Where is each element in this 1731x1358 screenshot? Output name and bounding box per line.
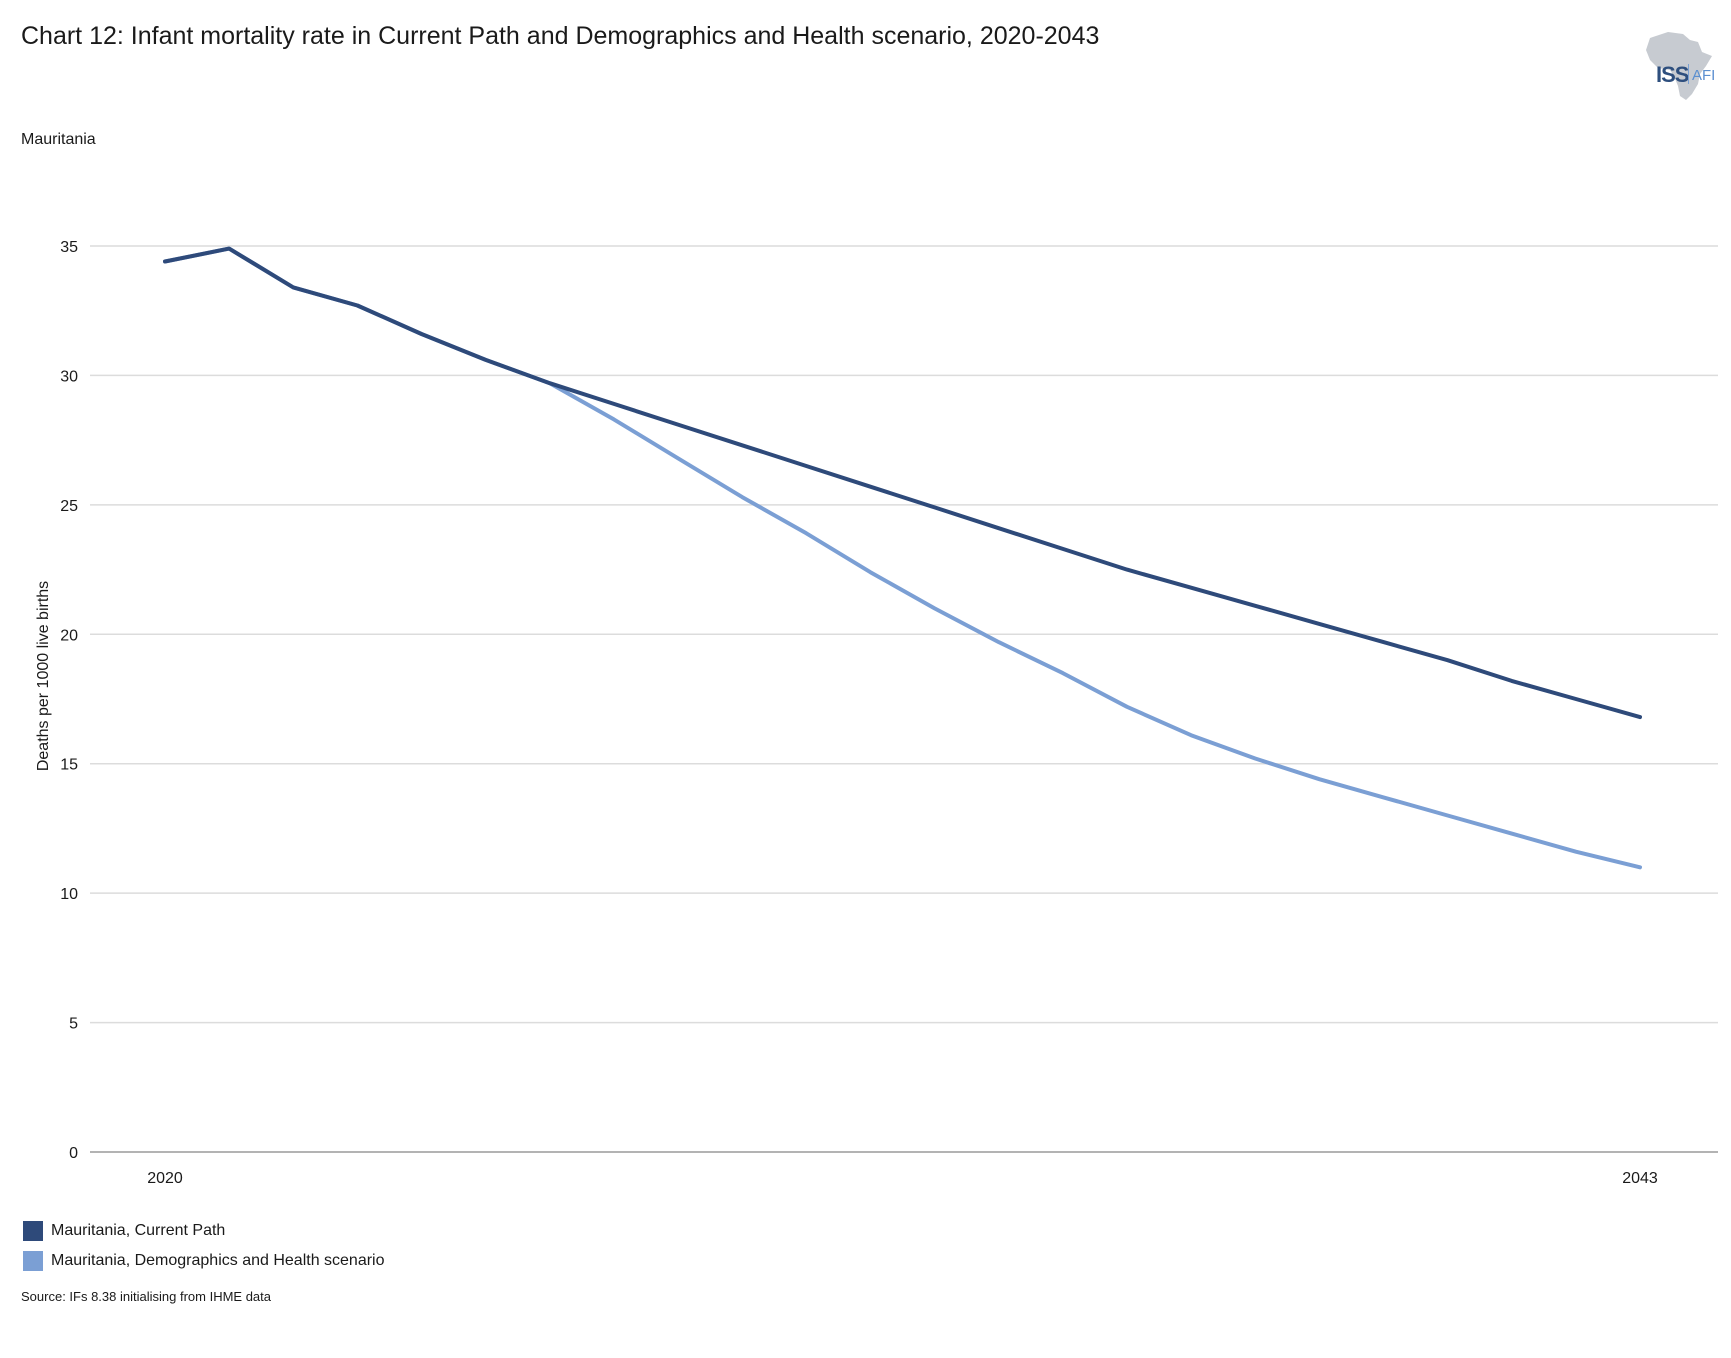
y-axis-label: Deaths per 1000 live births (35, 581, 52, 771)
y-tick-label-35: 35 (60, 239, 78, 256)
y-tick-label-30: 30 (60, 368, 78, 385)
legend-swatch-scenario (23, 1251, 43, 1271)
x-tick-label-2020: 2020 (147, 1170, 183, 1187)
chart-subtitle: Mauritania (21, 131, 96, 148)
legend-swatch-current-path (23, 1221, 43, 1241)
series-line-scenario (163, 246, 1642, 870)
y-tick-label-25: 25 (60, 498, 78, 515)
y-tick-label-20: 20 (60, 627, 78, 644)
gridlines (90, 245, 1718, 1024)
chart-title: Chart 12: Infant mortality rate in Curre… (21, 22, 1100, 50)
logo-secondary: AFI (1692, 67, 1716, 84)
logo-primary: ISS (1656, 62, 1689, 87)
series-line-current-path (163, 246, 1642, 720)
legend-label-scenario: Mauritania, Demographics and Health scen… (51, 1252, 385, 1269)
legend: Mauritania, Current Path Mauritania, Dem… (23, 1216, 385, 1276)
legend-item-scenario: Mauritania, Demographics and Health scen… (23, 1246, 385, 1276)
axes: 0 5 10 15 20 25 30 35 2020 2043 (60, 239, 1718, 1187)
series-lines (163, 246, 1642, 870)
legend-label-current-path: Mauritania, Current Path (51, 1222, 226, 1239)
legend-item-current-path: Mauritania, Current Path (23, 1216, 385, 1246)
y-tick-label-0: 0 (69, 1145, 78, 1162)
y-tick-label-5: 5 (69, 1016, 78, 1033)
y-tick-label-15: 15 (60, 757, 78, 774)
africa-map-icon (1646, 32, 1712, 100)
x-tick-label-2043: 2043 (1622, 1170, 1658, 1187)
source-note: Source: IFs 8.38 initialising from IHME … (21, 1289, 271, 1304)
logo-separator (1688, 64, 1689, 84)
y-tick-label-10: 10 (60, 886, 78, 903)
